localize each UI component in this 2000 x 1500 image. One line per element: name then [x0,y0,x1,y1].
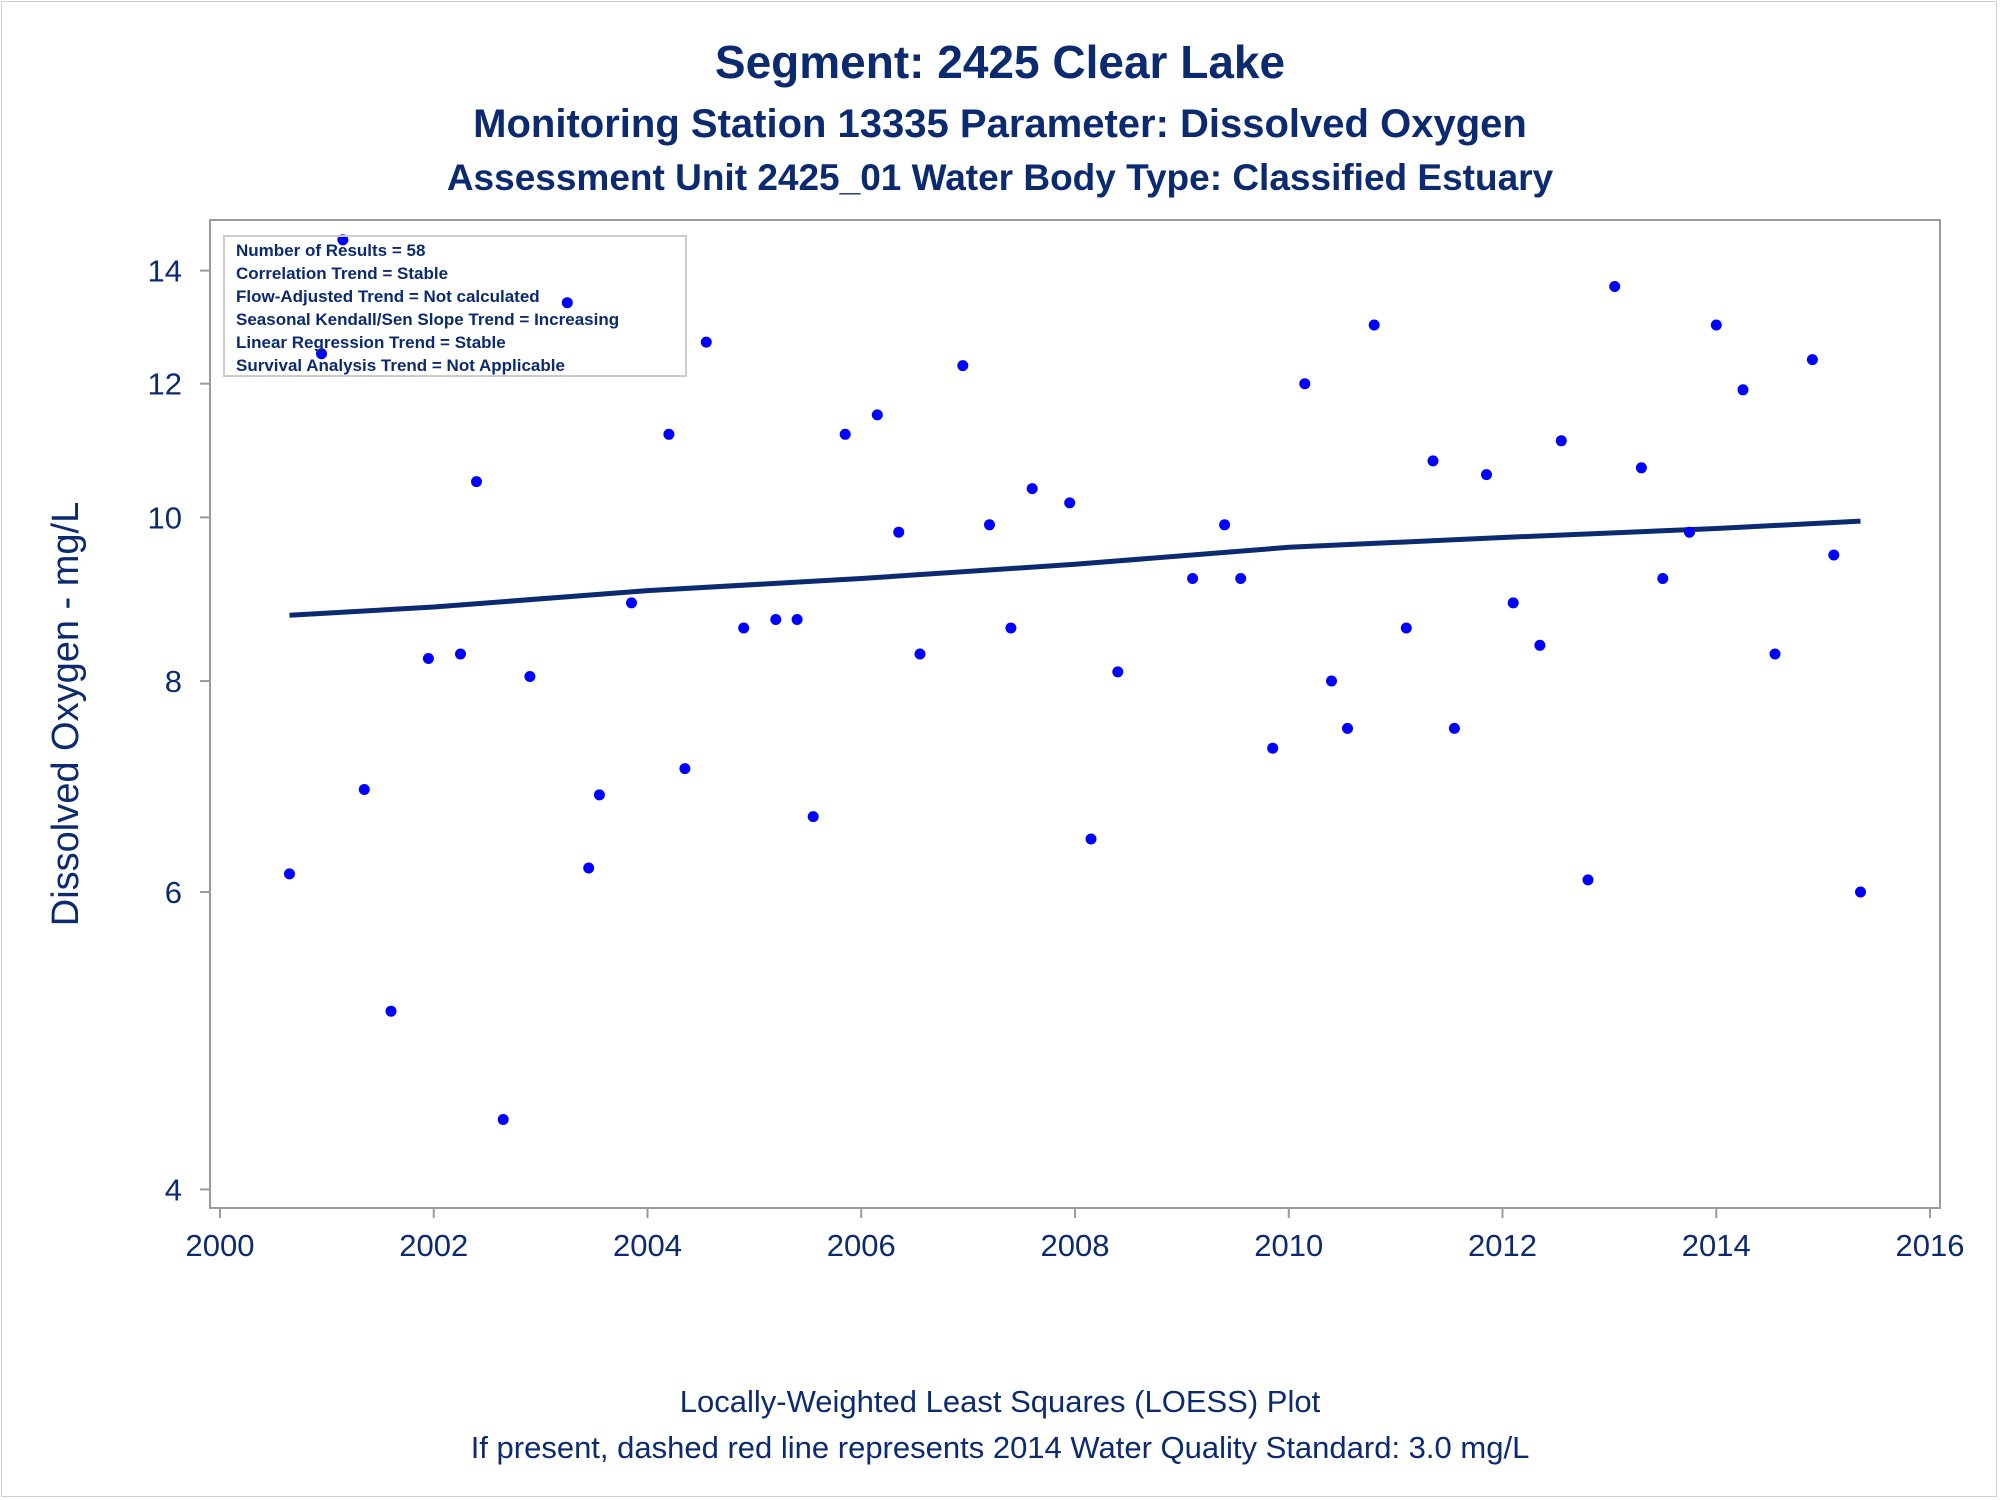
y-tick-label: 8 [165,664,182,699]
data-point [791,614,803,625]
y-tick-label: 4 [165,1172,182,1207]
x-tick-label: 2006 [827,1228,896,1263]
footnote-line-2: If present, dashed red line represents 2… [471,1430,1530,1465]
data-point [1507,597,1519,609]
data-point [455,648,466,660]
data-point [1219,519,1231,531]
data-point [1299,378,1311,390]
data-point [1085,833,1097,845]
data-point [770,614,782,625]
x-tick-label: 2008 [1041,1228,1110,1263]
y-axis-label: Dissolved Oxygen - mg/L [45,502,87,927]
data-point [1112,666,1124,678]
data-point [316,348,327,360]
data-point [1769,648,1781,660]
y-tick-label: 12 [148,367,182,402]
data-point [1828,549,1840,561]
data-point [663,428,675,440]
data-point [738,622,750,634]
data-point [1400,622,1412,634]
x-tick-label: 2012 [1468,1228,1537,1263]
data-point [679,763,691,775]
y-tick-label: 14 [148,254,182,289]
title-line-3: Assessment Unit 2425_01 Water Body Type:… [447,157,1554,198]
data-point [524,671,536,682]
data-point [358,784,370,795]
y-tick-label: 10 [148,500,182,535]
statistics-inset: Number of Results = 58 Correlation Trend… [223,235,687,377]
data-point [893,526,905,538]
data-point [914,648,926,660]
data-point [1635,462,1647,474]
data-point [1005,622,1017,634]
data-point [1235,573,1247,584]
data-point [1855,886,1866,898]
loess-trend-line [289,518,1861,618]
data-point [957,360,969,372]
data-point [561,297,573,309]
x-tick-label: 2014 [1682,1228,1751,1263]
data-point [1609,281,1621,292]
x-tick-label: 2016 [1896,1228,1965,1263]
inset-line-2: Correlation Trend = Stable [236,264,448,283]
data-point [1448,722,1460,734]
data-point [422,653,434,664]
data-point [1710,319,1722,331]
title-line-1: Segment: 2425 Clear Lake [715,36,1285,88]
data-point [807,811,819,823]
data-point [871,409,883,421]
inset-line-6: Survival Analysis Trend = Not Applicable [236,356,565,375]
data-point [1737,384,1749,396]
data-point [1326,675,1337,687]
data-point [1806,354,1818,366]
y-tick-label: 6 [165,875,182,910]
data-point [839,428,851,440]
data-point [1267,742,1279,754]
data-point [1064,497,1076,509]
data-point [984,519,995,531]
data-point [385,1005,397,1017]
data-point [1657,573,1669,584]
inset-line-4: Seasonal Kendall/Sen Slope Trend = Incre… [236,310,619,329]
data-points [284,234,1866,1125]
data-point [593,789,605,801]
data-point [1534,639,1546,651]
data-point [1684,526,1695,538]
y-axis: 4 6 8 10 12 14 [148,254,210,1207]
data-point [1026,483,1038,495]
data-point [337,234,349,246]
data-point [1187,573,1199,584]
data-point [1582,874,1594,886]
statistics-inset-box [223,235,687,377]
data-point [1342,722,1353,734]
inset-line-3: Flow-Adjusted Trend = Not calculated [236,287,540,306]
data-point [583,862,595,874]
data-point [1555,435,1567,447]
footnote-line-1: Locally-Weighted Least Squares (LOESS) P… [680,1384,1321,1419]
x-tick-label: 2000 [186,1228,255,1263]
data-point [1481,469,1492,481]
data-point [626,597,637,609]
x-tick-label: 2010 [1254,1228,1323,1263]
x-tick-label: 2004 [613,1228,682,1263]
data-point [284,868,295,880]
data-point [1368,319,1380,331]
data-point [471,476,482,488]
title-line-2: Monitoring Station 13335 Parameter: Diss… [473,102,1527,146]
inset-line-5: Linear Regression Trend = Stable [236,333,506,352]
inset-line-1: Number of Results = 58 [236,241,425,260]
x-tick-label: 2002 [399,1228,468,1263]
data-point [497,1114,509,1125]
x-axis: 2000 2002 2004 2006 2008 2010 2012 2014 2016 [186,1208,1965,1263]
data-point [700,336,712,348]
data-point [1427,455,1439,467]
